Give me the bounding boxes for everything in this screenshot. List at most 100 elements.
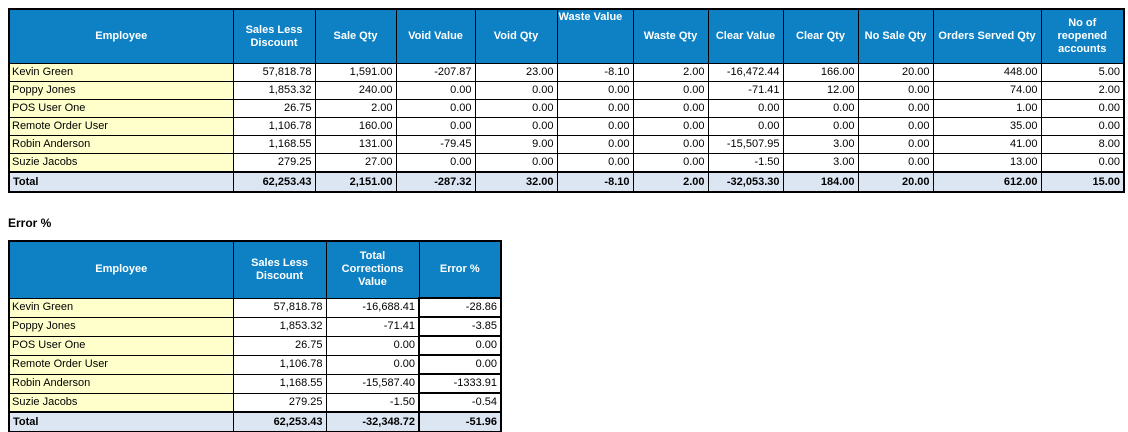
column-header: Waste Value: [556, 8, 634, 64]
sales-summary-table: Employee Sales Less Discount Sale Qty Void …: [8, 8, 1125, 193]
value-cell: -16,472.44: [707, 63, 784, 82]
employee-name-cell: Robin Anderson: [8, 135, 234, 154]
value-cell: 0.00: [632, 117, 709, 136]
value-cell: 0.00: [418, 354, 502, 375]
table-row: Suzie Jacobs 279.25 -1.50 -0.54: [8, 392, 502, 413]
value-cell: -15,587.40: [325, 373, 420, 394]
total-row: Total 62,253.43 2,151.00 -287.32 32.00 -8.10 2…: [8, 171, 1125, 193]
column-header: Total Corrections Value: [325, 240, 420, 299]
column-header: Employee: [8, 8, 234, 64]
value-cell: -32,053.30: [707, 171, 784, 193]
table-row: Kevin Green 57,818.78 -16,688.41 -28.86: [8, 297, 502, 318]
value-cell: 184.00: [782, 171, 859, 193]
employee-name-cell: Kevin Green: [8, 63, 234, 82]
value-cell: 0.00: [632, 99, 709, 118]
value-cell: 279.25: [232, 392, 327, 413]
value-cell: 0.00: [395, 117, 476, 136]
value-cell: 57,818.78: [232, 63, 316, 82]
employee-name-cell: Remote Order User: [8, 354, 234, 375]
table-row: Remote Order User 1,106.78 0.00 0.00: [8, 354, 502, 375]
error-percent-table: Employee Sales Less Discount Total Correct…: [8, 240, 502, 432]
column-header: Waste Qty: [632, 8, 709, 64]
employee-name-cell: Kevin Green: [8, 297, 234, 318]
value-cell: 2.00: [1040, 81, 1125, 100]
value-cell: 20.00: [857, 171, 934, 193]
column-header: Orders Served Qty: [932, 8, 1042, 64]
value-cell: 0.00: [707, 117, 784, 136]
error-percent-section-title: Error %: [8, 216, 52, 230]
value-cell: 0.00: [1040, 153, 1125, 173]
value-cell: -1333.91: [418, 373, 502, 394]
table-row: Robin Anderson 1,168.55 -15,587.40 -1333.91: [8, 373, 502, 394]
employee-name-cell: Suzie Jacobs: [8, 392, 234, 413]
value-cell: 0.00: [395, 99, 476, 118]
total-label-cell: Total: [8, 171, 234, 193]
employee-name-cell: Poppy Jones: [8, 81, 234, 100]
value-cell: 0.00: [857, 117, 934, 136]
column-header: Employee: [8, 240, 234, 299]
column-header: Void Qty: [474, 8, 558, 64]
value-cell: 1,106.78: [232, 354, 327, 375]
value-cell: 0.00: [1040, 99, 1125, 118]
employee-name-cell: POS User One: [8, 335, 234, 356]
value-cell: 0.00: [418, 335, 502, 356]
value-cell: 131.00: [314, 135, 397, 154]
column-header: Sale Qty: [314, 8, 397, 64]
value-cell: 0.00: [556, 81, 634, 100]
value-cell: 1,168.55: [232, 373, 327, 394]
value-cell: -71.41: [325, 316, 420, 337]
column-header: No of reopened accounts: [1040, 8, 1125, 64]
value-cell: 3.00: [782, 153, 859, 173]
value-cell: -1.50: [707, 153, 784, 173]
value-cell: -8.10: [556, 63, 634, 82]
value-cell: -207.87: [395, 63, 476, 82]
value-cell: 1,168.55: [232, 135, 316, 154]
sales-summary-header-row: Employee Sales Less Discount Sale Qty Void …: [8, 8, 1125, 64]
value-cell: 0.00: [632, 153, 709, 173]
value-cell: 0.00: [325, 335, 420, 356]
value-cell: -16,688.41: [325, 297, 420, 318]
value-cell: 1,853.32: [232, 81, 316, 100]
value-cell: 0.00: [857, 99, 934, 118]
value-cell: 26.75: [232, 99, 316, 118]
column-header: Clear Qty: [782, 8, 859, 64]
value-cell: 0.00: [474, 117, 558, 136]
value-cell: 160.00: [314, 117, 397, 136]
value-cell: 0.00: [556, 153, 634, 173]
employee-name-cell: Poppy Jones: [8, 316, 234, 337]
value-cell: 0.00: [1040, 117, 1125, 136]
value-cell: 0.00: [707, 99, 784, 118]
value-cell: 1,853.32: [232, 316, 327, 337]
value-cell: 0.00: [474, 153, 558, 173]
value-cell: -3.85: [418, 316, 502, 337]
value-cell: 20.00: [857, 63, 934, 82]
column-header: No Sale Qty: [857, 8, 934, 64]
value-cell: -32,348.72: [325, 411, 420, 432]
value-cell: 1.00: [932, 99, 1042, 118]
value-cell: 2.00: [632, 63, 709, 82]
table-row: Kevin Green 57,818.78 1,591.00 -207.87 23.00…: [8, 63, 1125, 82]
value-cell: 15.00: [1040, 171, 1125, 193]
value-cell: 5.00: [1040, 63, 1125, 82]
value-cell: 166.00: [782, 63, 859, 82]
value-cell: 32.00: [474, 171, 558, 193]
table-row: Robin Anderson 1,168.55 131.00 -79.45 9.00 0.…: [8, 135, 1125, 154]
value-cell: 3.00: [782, 135, 859, 154]
value-cell: 0.00: [632, 135, 709, 154]
value-cell: -15,507.95: [707, 135, 784, 154]
total-row: Total 62,253.43 -32,348.72 -51.96: [8, 411, 502, 432]
value-cell: 0.00: [782, 99, 859, 118]
employee-name-cell: Remote Order User: [8, 117, 234, 136]
value-cell: 9.00: [474, 135, 558, 154]
value-cell: -28.86: [418, 297, 502, 318]
value-cell: 8.00: [1040, 135, 1125, 154]
column-header: Sales Less Discount: [232, 240, 327, 299]
employee-name-cell: Suzie Jacobs: [8, 153, 234, 173]
value-cell: 1,591.00: [314, 63, 397, 82]
value-cell: 13.00: [932, 153, 1042, 173]
value-cell: 0.00: [556, 117, 634, 136]
value-cell: 0.00: [395, 81, 476, 100]
value-cell: 0.00: [325, 354, 420, 375]
table-row: Suzie Jacobs 279.25 27.00 0.00 0.00 0.00 0.00-…: [8, 153, 1125, 173]
value-cell: -287.32: [395, 171, 476, 193]
